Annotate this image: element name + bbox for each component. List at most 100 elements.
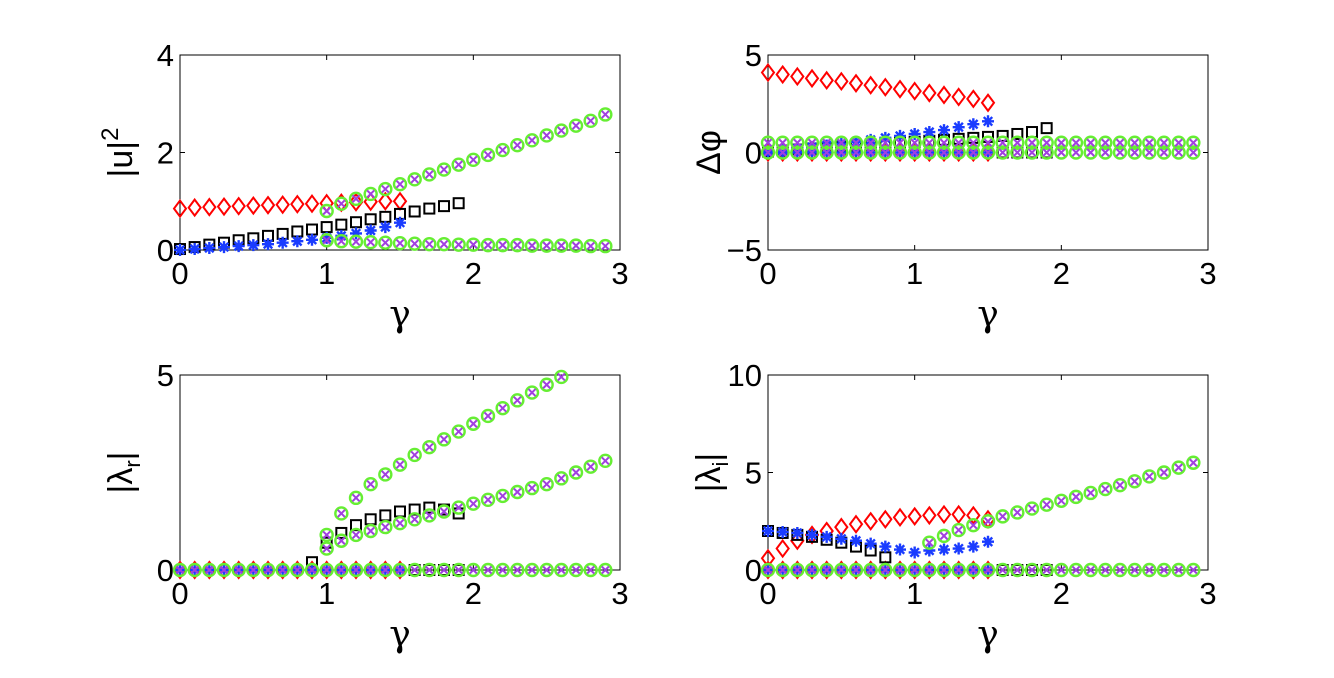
series-cross-upper <box>925 458 1198 547</box>
series-circle-upper <box>760 135 1201 150</box>
data-point-circle <box>819 562 834 578</box>
data-point-cross <box>513 396 522 405</box>
data-point-cross <box>322 236 331 245</box>
data-point-cross <box>483 240 493 250</box>
data-point-circle <box>510 562 525 578</box>
data-point-cross <box>483 150 493 160</box>
data-point-cross <box>498 145 507 155</box>
data-point-cross <box>322 565 331 575</box>
data-point-circle <box>863 562 878 578</box>
data-point-circle <box>319 203 334 219</box>
data-point-circle <box>598 238 613 254</box>
data-point-star <box>835 532 848 545</box>
data-point-cross <box>527 483 537 493</box>
data-point-cross <box>205 565 214 575</box>
series-diamond-upper <box>760 62 996 113</box>
data-point-circle <box>760 562 776 578</box>
data-point-cross <box>925 138 934 147</box>
data-point-square <box>452 197 465 210</box>
data-point-cross <box>454 427 463 436</box>
data-point-circle <box>1068 562 1084 578</box>
data-point-star <box>952 121 965 134</box>
data-point-circle <box>1186 135 1201 150</box>
data-point-diamond <box>863 75 878 95</box>
data-point-circle <box>804 145 820 160</box>
data-point-cross <box>1027 504 1037 513</box>
data-point-cross <box>1130 565 1139 575</box>
data-point-cross <box>454 160 463 169</box>
data-point-circle <box>334 533 349 548</box>
data-point-circle <box>348 562 364 578</box>
data-point-circle <box>363 186 378 202</box>
data-point-circle <box>554 369 569 385</box>
data-point-star <box>952 542 965 555</box>
data-point-cross <box>410 450 419 460</box>
data-point-cross <box>969 148 978 157</box>
data-point-cross <box>778 148 787 157</box>
data-point-circle <box>922 145 937 160</box>
data-point-cross <box>469 565 478 575</box>
data-point-circle <box>760 135 776 150</box>
data-point-circle <box>451 424 466 439</box>
data-point-circle <box>348 234 364 249</box>
data-point-circle <box>804 135 820 150</box>
data-point-cross <box>1159 148 1169 157</box>
data-point-circle <box>392 516 408 531</box>
data-point-cross <box>822 148 831 157</box>
series-circle-lower <box>319 233 613 254</box>
data-point-square <box>364 213 377 226</box>
data-point-cross <box>807 148 817 157</box>
y-tick-label: 5 <box>157 358 174 393</box>
data-point-circle <box>922 535 937 550</box>
data-point-cross <box>542 479 551 489</box>
data-point-diamond <box>936 504 952 525</box>
data-point-circle <box>246 562 261 578</box>
data-point-circle <box>1010 505 1025 520</box>
data-point-circle <box>319 541 334 556</box>
data-point-circle <box>980 562 996 578</box>
data-point-cross <box>954 138 963 147</box>
series-circle-zero <box>760 145 1201 160</box>
data-point-star <box>394 216 406 229</box>
data-point-circle <box>422 236 437 252</box>
data-point-cross <box>837 565 846 575</box>
data-point-square <box>408 503 421 516</box>
data-point-circle <box>951 522 966 538</box>
data-point-circle <box>1024 135 1040 150</box>
data-point-circle <box>480 408 496 424</box>
y-axis-label: |λr| <box>102 451 145 493</box>
data-point-cross <box>866 565 875 575</box>
data-point-star <box>174 244 186 256</box>
data-point-cross <box>1159 468 1169 477</box>
data-point-circle <box>966 135 981 150</box>
data-point-circle <box>334 562 349 578</box>
data-point-cross <box>1086 488 1095 498</box>
x-tick-label: 0 <box>759 576 776 611</box>
data-point-circle <box>495 237 510 253</box>
data-point-diamond <box>760 62 776 83</box>
data-point-cross <box>395 238 405 248</box>
data-point-circle <box>1142 469 1157 484</box>
data-point-circle <box>495 142 510 158</box>
data-point-circle <box>260 562 276 578</box>
data-point-cross <box>1145 138 1154 147</box>
data-point-cross <box>527 388 537 397</box>
data-point-circle <box>1142 145 1157 160</box>
data-point-star <box>247 239 260 252</box>
data-point-cross <box>586 116 595 126</box>
data-point-circle <box>775 135 790 150</box>
data-point-circle <box>363 562 378 578</box>
data-point-circle <box>1083 485 1098 501</box>
data-point-circle <box>466 416 481 431</box>
data-point-circle <box>1010 145 1025 160</box>
data-point-star <box>938 543 950 556</box>
data-point-diamond <box>246 195 261 216</box>
data-point-cross <box>1189 565 1198 575</box>
data-point-circle <box>378 562 393 578</box>
data-point-cross <box>542 241 551 250</box>
data-point-circle <box>995 145 1010 160</box>
data-point-cross <box>983 565 993 575</box>
data-point-circle <box>392 457 408 472</box>
data-point-circle <box>539 128 554 143</box>
